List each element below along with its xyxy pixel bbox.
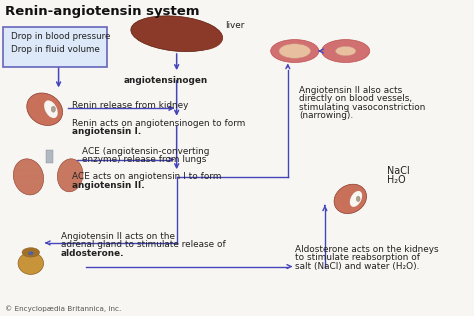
Ellipse shape	[27, 93, 63, 125]
Ellipse shape	[57, 159, 83, 192]
Text: (narrowing).: (narrowing).	[300, 111, 354, 120]
Text: Angiotensin II also acts: Angiotensin II also acts	[300, 86, 402, 94]
Text: Drop in blood pressure
Drop in fluid volume: Drop in blood pressure Drop in fluid vol…	[11, 32, 110, 54]
Text: salt (NaCl) and water (H₂O).: salt (NaCl) and water (H₂O).	[295, 262, 419, 270]
Text: Aldosterone acts on the kidneys: Aldosterone acts on the kidneys	[295, 245, 438, 253]
Text: stimulating vasoconstriction: stimulating vasoconstriction	[300, 103, 426, 112]
Text: H₂O: H₂O	[387, 175, 406, 185]
Text: Angiotensin II acts on the: Angiotensin II acts on the	[61, 232, 175, 241]
Ellipse shape	[321, 40, 370, 63]
Text: Renin acts on angiotensinogen to form: Renin acts on angiotensinogen to form	[73, 119, 249, 128]
Ellipse shape	[334, 184, 366, 214]
Text: Renin release from kidney: Renin release from kidney	[73, 101, 189, 110]
FancyBboxPatch shape	[3, 27, 107, 67]
Text: aldosterone.: aldosterone.	[61, 249, 124, 258]
Text: directly on blood vessels,: directly on blood vessels,	[300, 94, 412, 103]
Ellipse shape	[279, 44, 310, 58]
Text: NaCl: NaCl	[387, 166, 410, 176]
Text: ACE acts on angiotensin I to form: ACE acts on angiotensin I to form	[73, 172, 225, 181]
Ellipse shape	[18, 252, 44, 274]
Ellipse shape	[271, 40, 319, 63]
Ellipse shape	[28, 252, 34, 255]
Text: © Encyclopædia Britannica, Inc.: © Encyclopædia Britannica, Inc.	[5, 305, 121, 312]
Text: angiotensin I.: angiotensin I.	[73, 127, 142, 136]
Text: adrenal gland to stimulate release of: adrenal gland to stimulate release of	[61, 240, 226, 249]
Ellipse shape	[131, 16, 222, 52]
Ellipse shape	[182, 27, 223, 50]
Ellipse shape	[13, 159, 44, 195]
Ellipse shape	[22, 248, 40, 257]
Text: enzyme) release from lungs: enzyme) release from lungs	[82, 155, 206, 165]
Ellipse shape	[44, 100, 58, 118]
Text: liver: liver	[225, 21, 245, 30]
Ellipse shape	[51, 106, 55, 112]
Text: Renin-angiotensin system: Renin-angiotensin system	[5, 5, 200, 18]
Text: angiotensinogen: angiotensinogen	[123, 76, 208, 85]
Ellipse shape	[350, 191, 362, 207]
Ellipse shape	[356, 196, 360, 202]
Text: ACE (angiotensin-converting: ACE (angiotensin-converting	[82, 147, 209, 156]
FancyBboxPatch shape	[46, 150, 53, 163]
Ellipse shape	[336, 46, 356, 56]
Text: angiotensin II.: angiotensin II.	[73, 181, 145, 190]
Text: to stimulate reabsorption of: to stimulate reabsorption of	[295, 253, 420, 262]
